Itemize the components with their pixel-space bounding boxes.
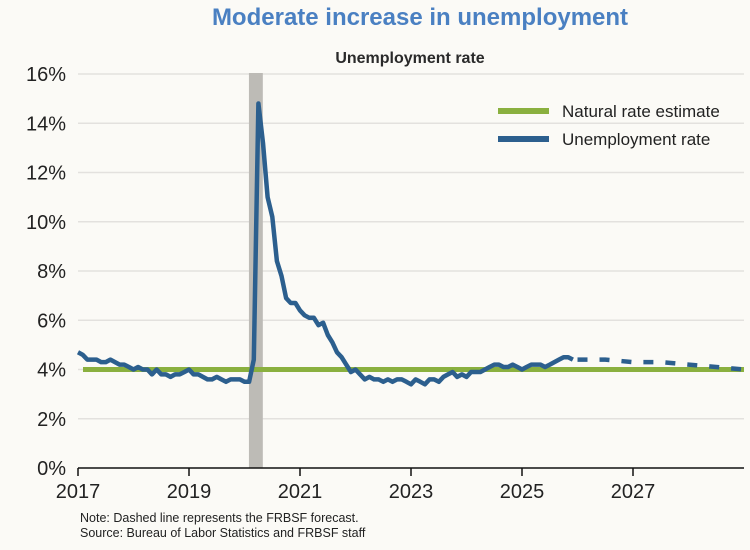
chart-title: Moderate increase in unemployment [212, 4, 628, 31]
unemployment-rate-line [76, 101, 574, 387]
legend-label-unemployment-rate: Unemployment rate [562, 130, 710, 149]
note-text: Note: Dashed line represents the FRBSF f… [80, 511, 359, 525]
y-tick-label: 8% [37, 261, 66, 283]
y-tick-label: 16% [26, 64, 66, 86]
y-tick-label: 4% [37, 360, 66, 382]
series-lines [76, 101, 745, 387]
forecast-line [577, 357, 745, 372]
axes: 0% 2% 4% 6% 8% 10% 12% 14% 16% 2017 2019 2021 2023 20… [26, 64, 744, 503]
chart-subtitle: Unemployment rate [335, 50, 484, 67]
x-tick-label: 2019 [167, 481, 212, 503]
y-tick-label: 14% [26, 113, 66, 135]
x-tick-label: 2017 [56, 481, 101, 503]
y-tick-label: 2% [37, 409, 66, 431]
x-tick-label: 2025 [500, 481, 545, 503]
legend: Natural rate estimate Unemployment rate [498, 102, 720, 149]
x-tick-label: 2021 [278, 481, 323, 503]
y-tick-label: 0% [37, 458, 66, 480]
y-tick-label: 12% [26, 163, 66, 185]
x-tick-label: 2023 [389, 481, 434, 503]
source-text: Source: Bureau of Labor Statistics and F… [80, 526, 366, 540]
y-tick-label: 10% [26, 212, 66, 234]
x-tick-label: 2027 [611, 481, 656, 503]
y-tick-label: 6% [37, 310, 66, 332]
legend-label-natural-rate: Natural rate estimate [562, 102, 720, 121]
